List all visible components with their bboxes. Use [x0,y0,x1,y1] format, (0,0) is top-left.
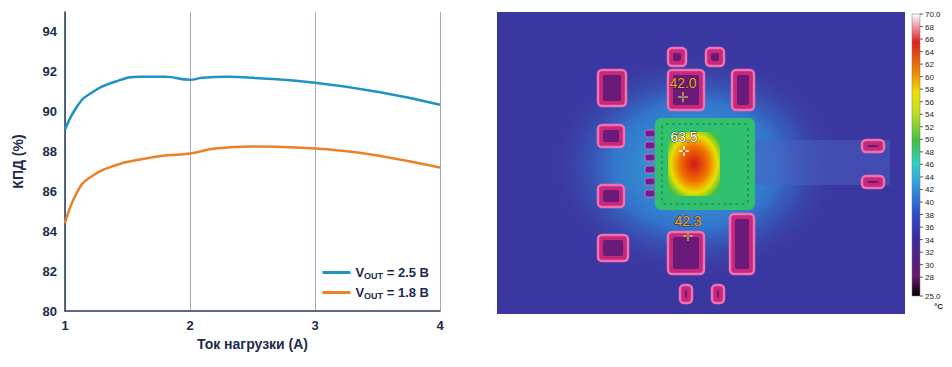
svg-text:42.3: 42.3 [674,213,701,229]
svg-text:92: 92 [43,64,57,79]
svg-text:44: 44 [925,173,934,182]
svg-text:1: 1 [61,318,68,333]
svg-text:80: 80 [43,304,57,319]
svg-text:34: 34 [925,236,934,245]
svg-text:46: 46 [925,160,934,169]
svg-text:64: 64 [925,48,934,57]
svg-text:КПД (%): КПД (%) [10,134,26,188]
svg-text:88: 88 [43,144,57,159]
svg-text:3: 3 [311,318,318,333]
svg-text:94: 94 [43,24,58,39]
svg-text:58: 58 [925,85,934,94]
svg-text:54: 54 [925,110,934,119]
svg-text:70.0: 70.0 [925,10,941,19]
svg-text:40: 40 [925,198,934,207]
svg-text:V: V [355,265,364,280]
svg-text:OUT: OUT [364,291,384,301]
svg-text:= 1.8 В: = 1.8 В [383,285,429,300]
svg-text:52: 52 [925,123,934,132]
svg-text:OUT: OUT [364,271,384,281]
svg-text:25.0: 25.0 [925,292,941,301]
svg-text:62: 62 [925,60,934,69]
svg-text:28: 28 [925,273,934,282]
svg-text:84: 84 [43,224,58,239]
svg-text:32: 32 [925,248,934,257]
svg-text:30: 30 [925,261,934,270]
svg-text:Ток нагрузки (А): Ток нагрузки (А) [197,336,308,352]
svg-text:82: 82 [43,264,57,279]
svg-text:68: 68 [925,23,934,32]
svg-text:42.0: 42.0 [669,75,696,91]
svg-text:°C: °C [934,302,943,311]
svg-text:4: 4 [436,318,444,333]
svg-text:48: 48 [925,148,934,157]
svg-text:36: 36 [925,223,934,232]
svg-text:2: 2 [186,318,193,333]
svg-text:66: 66 [925,35,934,44]
svg-text:86: 86 [43,184,57,199]
svg-text:V: V [355,285,364,300]
svg-text:60: 60 [925,73,934,82]
svg-text:38: 38 [925,211,934,220]
svg-text:90: 90 [43,104,57,119]
svg-text:63.5: 63.5 [670,129,697,145]
svg-text:56: 56 [925,98,934,107]
svg-text:= 2.5 В: = 2.5 В [383,265,429,280]
svg-text:42: 42 [925,185,934,194]
svg-text:50: 50 [925,135,934,144]
